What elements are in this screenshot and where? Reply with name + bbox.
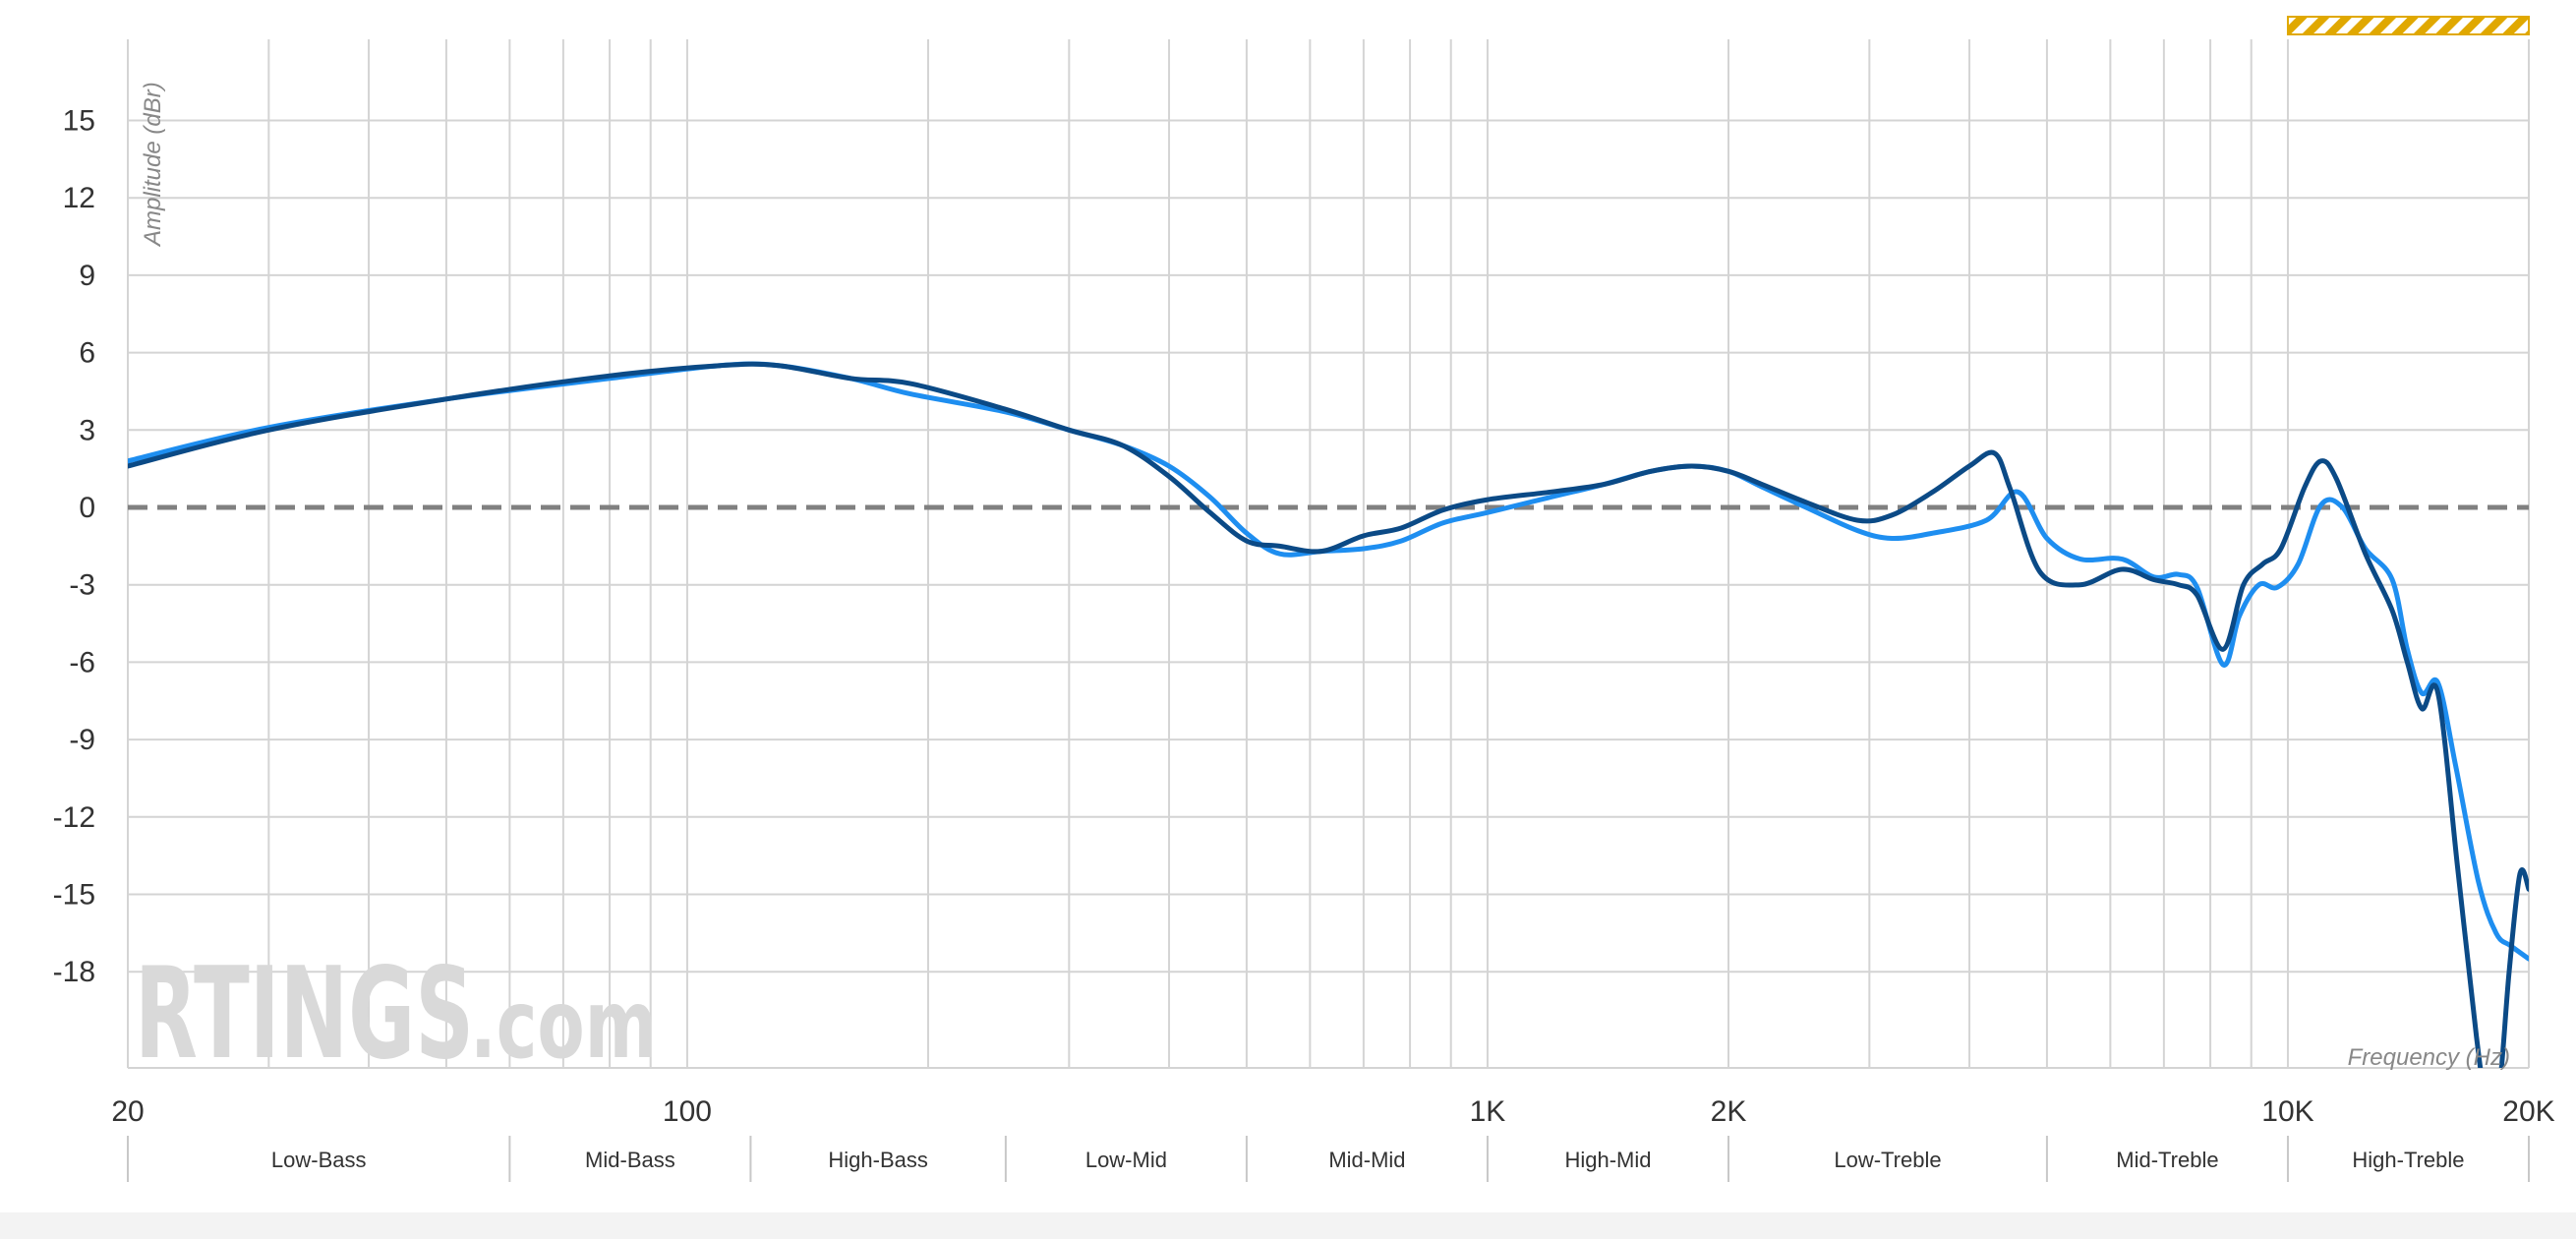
band-label: High-Treble [2352,1148,2464,1172]
y-tick-label: 0 [79,492,95,524]
y-tick-label: -6 [69,646,95,678]
x-tick-labels: 20 100 1K 2K 10K 20K [111,1095,2554,1128]
band-label: Mid-Mid [1328,1148,1405,1172]
band-label: Low-Mid [1085,1148,1167,1172]
x-tick-label: 1K [1470,1095,1506,1128]
frequency-bands: Low-Bass Mid-Bass High-Bass Low-Mid Mid-Mid H… [127,1136,2530,1182]
y-tick-label: -18 [53,956,95,988]
x-tick-label: 20K [2502,1095,2554,1128]
y-tick-label: 6 [79,337,95,370]
x-axis-title: Frequency (Hz) [2348,1044,2510,1071]
rtings-watermark: RTINGS .com [135,941,657,1088]
y-tick-label: -12 [53,801,95,834]
band-label: Mid-Bass [585,1148,675,1172]
x-tick-label: 10K [2261,1095,2313,1128]
y-tick-label: -9 [69,724,95,756]
footer-bar [0,1212,2576,1239]
high-treble-highlight [2286,16,2531,35]
y-tick-label: -3 [69,569,95,602]
y-tick-label: 15 [63,105,95,138]
band-label: Low-Bass [271,1148,367,1172]
band-label: Low-Treble [1834,1148,1941,1172]
high-treble-hatch-bar [2286,16,2531,35]
y-tick-label: -15 [53,879,95,912]
y-axis-title: Amplitude (dBr) [140,82,166,248]
x-tick-label: 20 [111,1095,144,1128]
watermark-suffix: .com [470,970,657,1080]
band-label: High-Mid [1564,1148,1651,1172]
series-line-2 [128,361,2529,1068]
y-tick-label: 3 [79,414,95,446]
band-label: Mid-Treble [2116,1148,2218,1172]
watermark-main: RTINGS [135,941,474,1088]
y-tick-label: 9 [79,260,95,292]
grid [127,39,2530,1069]
series-lines [128,361,2529,1068]
x-tick-label: 100 [663,1095,712,1128]
svg-text:.com: .com [470,970,657,1080]
y-tick-label: 12 [63,182,95,214]
band-label: High-Bass [828,1148,927,1172]
x-tick-label: 2K [1711,1095,1747,1128]
svg-text:RTINGS: RTINGS [135,941,474,1088]
y-tick-labels: 15 12 9 6 3 0 -3 -6 -9 -12 -15 -18 [53,105,95,989]
